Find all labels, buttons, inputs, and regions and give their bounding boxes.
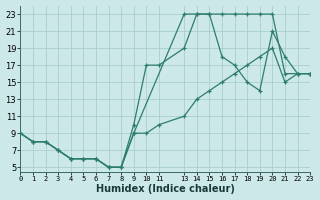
X-axis label: Humidex (Indice chaleur): Humidex (Indice chaleur) <box>96 184 235 194</box>
